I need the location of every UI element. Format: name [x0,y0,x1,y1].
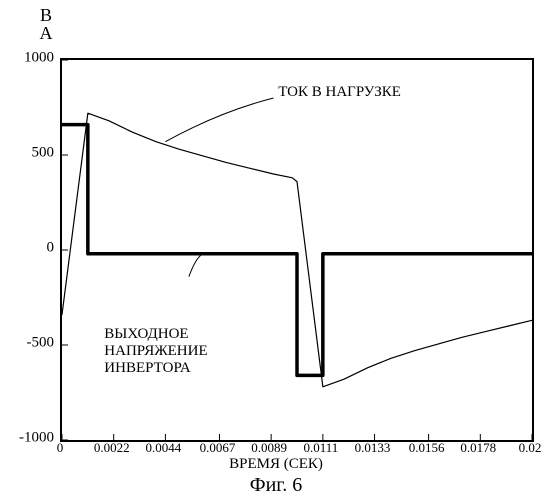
x-tick-label: 0.0089 [251,440,287,456]
y-tick-label: -1000 [4,430,54,447]
y-tick-label: -500 [4,335,54,352]
x-tick-label: 0.0156 [409,440,445,456]
x-tick-label: 0.0111 [303,440,338,456]
x-tick-label: 0 [57,440,64,456]
y-tick-label: 1000 [4,50,54,67]
figure-caption: Фиг. 6 [0,474,552,497]
y-tick-label: 500 [4,145,54,162]
x-tick-label: 0.0044 [146,440,182,456]
plot-svg [62,60,532,440]
x-tick-label: 0.0022 [94,440,130,456]
y-axis-unit-label: В А [38,6,54,42]
x-axis-label: ВРЕМЯ (СЕК) [0,456,552,473]
plot-area: ТОК В НАГРУЗКЕ ВЫХОДНОЕ НАПРЯЖЕНИЕ ИНВЕР… [60,58,534,442]
annotation-load-current: ТОК В НАГРУЗКЕ [278,84,401,101]
y-unit-line-2: А [38,24,54,42]
y-tick-label: 0 [4,240,54,257]
annotation-inverter-voltage: ВЫХОДНОЕ НАПРЯЖЕНИЕ ИНВЕРТОРА [104,326,207,377]
x-tick-label: 0.0178 [460,440,496,456]
x-tick-label: 0.0133 [355,440,391,456]
x-tick-label: 0.0067 [200,440,236,456]
x-tick-label: 0.02 [519,440,542,456]
figure-root: { "figure": { "type": "line", "width_px"… [0,0,552,500]
y-unit-line-1: В [38,6,54,24]
